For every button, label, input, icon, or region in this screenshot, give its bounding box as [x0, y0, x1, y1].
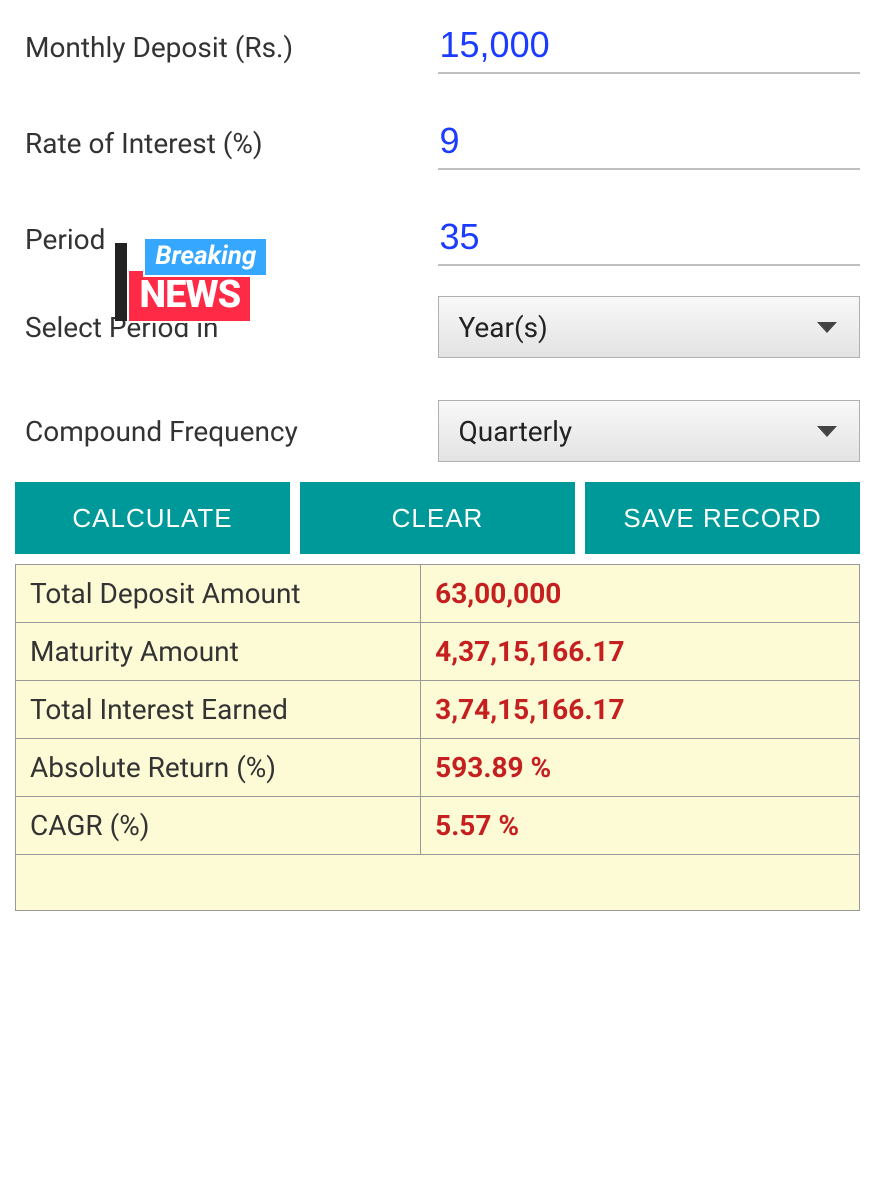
result-label: Absolute Return (%) [16, 739, 421, 797]
result-value: 4,37,15,166.17 [421, 623, 860, 681]
label-compound-frequency: Compound Frequency [15, 415, 438, 448]
empty-cell [16, 855, 860, 911]
table-row: Total Interest Earned3,74,15,166.17 [16, 681, 860, 739]
input-monthly-deposit[interactable] [438, 20, 861, 74]
results-table: Total Deposit Amount63,00,000 Maturity A… [15, 564, 860, 911]
result-value: 593.89 % [421, 739, 860, 797]
label-period-wrap: Period NEWS Breaking [15, 223, 438, 256]
result-label: Total Interest Earned [16, 681, 421, 739]
news-top-text: Breaking [143, 237, 268, 277]
dropdown-compound-frequency-value: Quarterly [459, 415, 573, 448]
label-period: Period [25, 223, 105, 256]
table-row: CAGR (%)5.57 % [16, 797, 860, 855]
chevron-down-icon [815, 320, 839, 334]
row-period: Period NEWS Breaking [15, 212, 860, 266]
clear-button[interactable]: CLEAR [300, 482, 575, 554]
result-label: CAGR (%) [16, 797, 421, 855]
dropdown-select-period-value: Year(s) [459, 311, 548, 344]
table-row: Maturity Amount4,37,15,166.17 [16, 623, 860, 681]
row-compound-frequency: Compound Frequency Quarterly [15, 400, 860, 462]
row-rate-of-interest: Rate of Interest (%) [15, 116, 860, 170]
result-label: Maturity Amount [16, 623, 421, 681]
result-value: 3,74,15,166.17 [421, 681, 860, 739]
table-row-empty [16, 855, 860, 911]
row-monthly-deposit: Monthly Deposit (Rs.) [15, 20, 860, 74]
input-rate-of-interest[interactable] [438, 116, 861, 170]
label-monthly-deposit: Monthly Deposit (Rs.) [15, 31, 438, 64]
save-record-button[interactable]: SAVE RECORD [585, 482, 860, 554]
input-period[interactable] [438, 212, 861, 266]
table-row: Absolute Return (%)593.89 % [16, 739, 860, 797]
news-bottom-text: NEWS [127, 269, 252, 323]
table-row: Total Deposit Amount63,00,000 [16, 565, 860, 623]
button-row: CALCULATE CLEAR SAVE RECORD [15, 482, 860, 554]
dropdown-compound-frequency[interactable]: Quarterly [438, 400, 861, 462]
calculate-button[interactable]: CALCULATE [15, 482, 290, 554]
label-rate-of-interest: Rate of Interest (%) [15, 127, 438, 160]
result-value: 63,00,000 [421, 565, 860, 623]
dropdown-select-period[interactable]: Year(s) [438, 296, 861, 358]
chevron-down-icon [815, 424, 839, 438]
result-value: 5.57 % [421, 797, 860, 855]
result-label: Total Deposit Amount [16, 565, 421, 623]
